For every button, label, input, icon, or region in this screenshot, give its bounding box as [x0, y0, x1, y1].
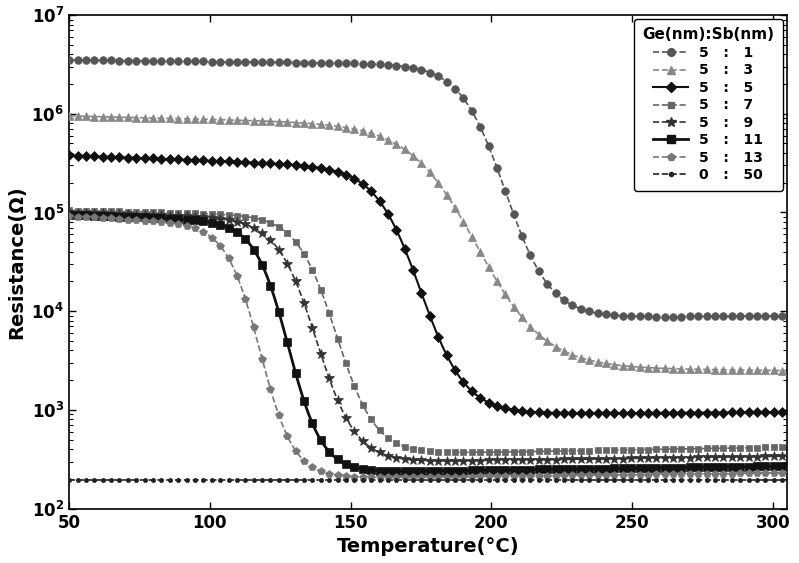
Legend: 5   :   1, 5   :   3, 5   :   5, 5   :   7, 5   :   9, 5   :   11, 5   :   13, 0: 5 : 1, 5 : 3, 5 : 5, 5 : 7, 5 : 9, 5 : 1…: [634, 19, 783, 191]
Y-axis label: Resistance(Ω): Resistance(Ω): [7, 185, 26, 338]
X-axis label: Temperature(°C): Temperature(°C): [336, 537, 519, 556]
